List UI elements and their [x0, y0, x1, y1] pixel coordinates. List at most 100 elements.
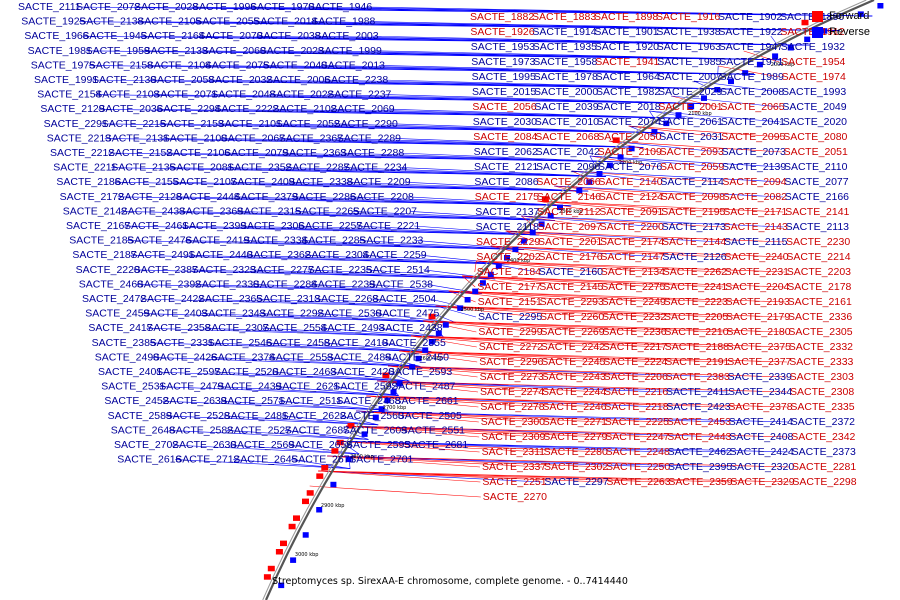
label-connector: [327, 455, 543, 468]
reverse-gene-label: SACTE_2661: [394, 395, 458, 407]
reverse-gene-label: SACTE_2220: [76, 264, 140, 276]
reverse-gene-label: SACTE_2069: [330, 103, 394, 115]
reverse-gene-label: SACTE_2075: [205, 59, 269, 71]
feature-arrow: [787, 45, 794, 51]
label-connector: [448, 290, 662, 303]
scale-tick-label: 2100 kbp: [688, 111, 712, 117]
label-connector: [435, 305, 477, 318]
reverse-gene-label: SACTE_2468: [336, 395, 400, 407]
forward-gene-label: SACTE_2249: [602, 296, 666, 308]
label-connector: [271, 371, 410, 382]
label-connector: [521, 215, 660, 228]
reverse-gene-label: SACTE_2560: [340, 410, 404, 422]
reverse-gene-label: SACTE_2553: [269, 351, 333, 363]
reverse-gene-label: SACTE_2294: [156, 103, 220, 115]
label-connector: [423, 320, 663, 333]
forward-gene-label: SACTE_2443: [667, 431, 731, 443]
forward-gene-label: SACTE_2134: [601, 266, 665, 278]
label-connector: [505, 230, 785, 243]
forward-gene-label: SACTE_2068: [535, 131, 599, 143]
forward-gene-label: SACTE_2229: [476, 236, 540, 248]
forward-gene-label: SACTE_2144: [662, 236, 726, 248]
label-connector: [554, 185, 783, 198]
forward-gene-label: SACTE_2225: [605, 416, 669, 428]
label-connector: [474, 260, 477, 273]
axis-arc-outer: [262, 0, 867, 600]
forward-gene-label: SACTE_2342: [791, 431, 855, 443]
label-connector: [188, 254, 510, 265]
scale-tick-label: 2600 kbp: [420, 356, 444, 362]
reverse-gene-label: SACTE_2422: [140, 293, 204, 305]
map-caption: Streptomyces sp. SirexAA-E chromosome, c…: [272, 576, 628, 587]
feature-arrow: [821, 28, 828, 34]
reverse-gene-label: SACTE_2049: [782, 101, 846, 113]
label-connector: [376, 380, 789, 393]
forward-gene-label: SACTE_2303: [790, 371, 854, 383]
reverse-gene-label: SACTE_2511: [278, 395, 342, 407]
reverse-gene-label: SACTE_2115: [724, 236, 788, 248]
reverse-gene-label: SACTE_2460: [79, 278, 143, 290]
reverse-gene-label: SACTE_2215: [102, 118, 166, 130]
feature-arrow: [756, 61, 763, 68]
feature-arrow: [396, 381, 403, 387]
reverse-gene-label: SACTE_2461: [124, 220, 188, 232]
feature-arrow: [278, 582, 285, 589]
forward-gene-label: SACTE_2232: [602, 311, 666, 323]
feature-arrow: [857, 11, 864, 17]
reverse-gene-label: SACTE_2265: [295, 205, 359, 217]
reverse-gene-label: SACTE_1996: [192, 1, 256, 13]
label-connector: [537, 200, 722, 213]
reverse-gene-label: SACTE_2096: [536, 161, 600, 173]
forward-gene-label: SACTE_2179: [726, 311, 790, 323]
forward-gene-label: SACTE_1974: [782, 71, 846, 83]
label-connector: [521, 215, 598, 228]
feature-arrow: [606, 162, 613, 169]
reverse-gene-label: SACTE_2307: [204, 322, 268, 334]
forward-gene-label: SACTE_2271: [543, 416, 607, 428]
feature-arrow: [520, 238, 527, 244]
reverse-gene-label: SACTE_2411: [666, 386, 730, 398]
reverse-gene-label: SACTE_2041: [721, 116, 785, 128]
reverse-gene-label: SACTE_2459: [85, 308, 149, 320]
reverse-gene-label: SACTE_2367: [279, 132, 343, 144]
label-connector: [397, 152, 625, 163]
forward-gene-label: SACTE_2359: [668, 476, 732, 488]
forward-gene-label: SACTE_2230: [786, 236, 850, 248]
feature-arrow: [390, 389, 397, 395]
reverse-gene-label: SACTE_2023: [260, 45, 324, 57]
forward-gene-label: SACTE_2093: [660, 146, 724, 158]
genome-axis: 2000 kbp 2100 kbp 2200 kbp 2300 kbp 2400 kbp…: [262, 0, 875, 600]
reverse-gene-label: SACTE_2073: [722, 146, 786, 158]
label-connector: [490, 245, 723, 258]
label-connector: [268, 357, 421, 367]
label-connector: [359, 240, 524, 250]
reverse-gene-label: SACTE_2597: [156, 366, 220, 378]
reverse-gene-label: SACTE_2493: [320, 322, 384, 334]
feature-arrow: [688, 103, 695, 110]
reverse-gene-label: SACTE_2531: [101, 381, 165, 393]
feature-arrow: [442, 322, 449, 328]
feature-arrow: [331, 448, 339, 454]
reverse-gene-label: SACTE_2438: [378, 322, 442, 334]
label-connector: [201, 313, 456, 323]
forward-gene-label: SACTE_2273: [480, 371, 544, 383]
reverse-gene-label: SACTE_1920: [595, 41, 659, 53]
reverse-gene-label: SACTE_2530: [317, 308, 381, 320]
label-connector: [448, 290, 786, 303]
reverse-gene-label: SACTE_2040: [263, 59, 327, 71]
label-connector: [387, 371, 410, 382]
forward-gene-label: SACTE_2191: [665, 356, 729, 368]
reverse-gene-label: SACTE_2257: [298, 220, 362, 232]
reverse-gene-label: SACTE_2645: [233, 454, 297, 466]
reverse-gene-label: SACTE_2424: [730, 446, 794, 458]
reverse-gene-label: SACTE_2213: [47, 132, 111, 144]
reverse-gene-label: SACTE_2462: [668, 446, 732, 458]
label-connector: [376, 380, 603, 393]
reverse-gene-label: SACTE_2344: [728, 386, 792, 398]
feature-arrow: [409, 364, 416, 370]
reverse-gene-label: SACTE_2592: [333, 381, 397, 393]
forward-gene-label: SACTE_2218: [604, 401, 668, 413]
forward-gene-label: SACTE_1882: [470, 11, 534, 23]
forward-gene-label: SACTE_2262: [663, 266, 727, 278]
forward-gene-label: SACTE_2298: [792, 476, 856, 488]
